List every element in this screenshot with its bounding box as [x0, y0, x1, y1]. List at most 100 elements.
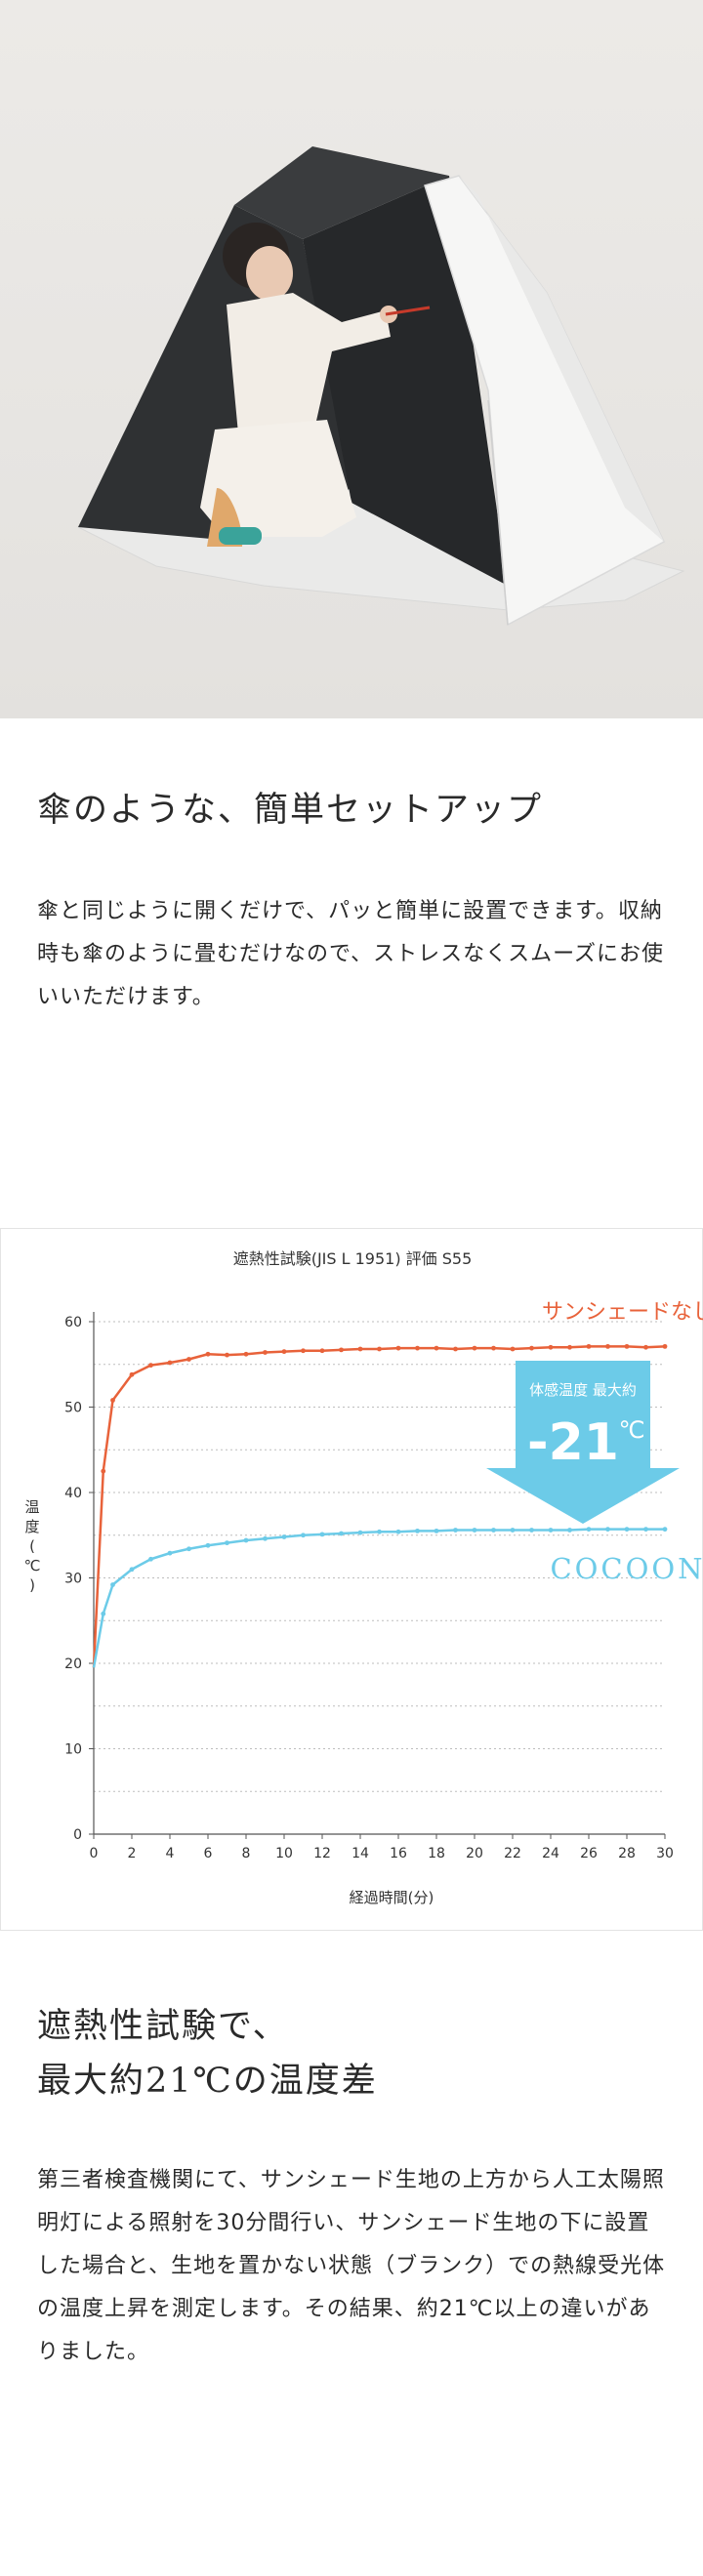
data-point: [643, 1527, 648, 1533]
data-point: [281, 1349, 287, 1355]
x-axis-label: 経過時間(分): [350, 1889, 434, 1906]
x-tick-label: 24: [542, 1846, 559, 1861]
data-point: [624, 1527, 630, 1533]
data-point: [415, 1528, 420, 1533]
data-point: [377, 1346, 382, 1352]
data-point: [472, 1345, 477, 1351]
x-tick-label: 28: [618, 1846, 636, 1861]
data-point: [453, 1346, 458, 1352]
x-tick-label: 30: [656, 1846, 674, 1861]
data-point: [434, 1528, 439, 1533]
x-tick-label: 16: [390, 1846, 407, 1861]
data-point: [101, 1468, 106, 1474]
section2-body: 第三者検査機関にて、サンシェード生地の上方から人工太陽照明灯による照射を30分間…: [37, 2168, 666, 2364]
x-tick-label: 18: [428, 1846, 445, 1861]
tent-illustration: [76, 146, 685, 627]
data-point: [395, 1529, 401, 1534]
chart-series: [92, 1343, 668, 1668]
x-tick-label: 12: [313, 1846, 331, 1861]
data-point: [662, 1343, 668, 1349]
y-tick-label: 20: [64, 1656, 82, 1672]
data-point: [548, 1344, 554, 1350]
data-point: [453, 1528, 458, 1533]
person: [200, 223, 397, 547]
data-point: [243, 1351, 249, 1357]
data-point: [186, 1546, 191, 1552]
x-tick-label: 4: [166, 1846, 175, 1861]
data-point: [301, 1348, 306, 1354]
down-arrow-icon: [486, 1361, 680, 1524]
y-tick-label: 50: [64, 1401, 82, 1416]
arrow-label: 体感温度 最大約: [529, 1381, 637, 1399]
x-tick-label: 20: [466, 1846, 483, 1861]
data-point: [225, 1352, 229, 1358]
data-point: [339, 1347, 344, 1353]
chart-title: 遮熱性試験(JIS L 1951) 評価 S55: [233, 1249, 473, 1268]
data-point: [319, 1532, 325, 1537]
tent-top: [234, 146, 449, 239]
data-point: [567, 1528, 572, 1533]
data-point: [377, 1529, 382, 1534]
data-point: [643, 1344, 648, 1350]
data-point: [148, 1556, 153, 1562]
data-point: [263, 1535, 268, 1541]
data-point: [605, 1527, 610, 1533]
section1-heading: 傘のような、簡単セットアップ: [37, 791, 544, 830]
data-point: [167, 1550, 173, 1556]
data-point: [301, 1533, 306, 1538]
data-point: [510, 1346, 516, 1352]
x-tick-label: 22: [504, 1846, 521, 1861]
tent-white-shade: [459, 176, 664, 542]
x-tick-label: 2: [128, 1846, 137, 1861]
x-tick-label: 14: [352, 1846, 369, 1861]
data-point: [357, 1346, 363, 1352]
data-point: [339, 1531, 344, 1536]
data-point: [101, 1611, 106, 1616]
x-tick-label: 10: [275, 1846, 293, 1861]
data-point: [586, 1343, 592, 1349]
series-line-1: [92, 1528, 665, 1668]
data-point: [624, 1343, 630, 1349]
data-point: [548, 1528, 554, 1533]
data-point: [281, 1534, 287, 1539]
data-point: [529, 1528, 534, 1533]
y-tick-label: 40: [64, 1486, 82, 1501]
x-tick-label: 6: [204, 1846, 213, 1861]
data-point: [472, 1528, 477, 1533]
hero-photo: [0, 0, 703, 718]
data-point: [205, 1351, 211, 1357]
temperature-diff-arrow: 体感温度 最大約 -21 ℃: [486, 1361, 680, 1524]
data-point: [110, 1398, 115, 1403]
data-point: [605, 1343, 610, 1349]
x-tick-label: 26: [580, 1846, 598, 1861]
data-point: [110, 1582, 115, 1587]
data-point: [129, 1567, 135, 1573]
chart-legend: サンシェードなし COCOON: [542, 1300, 703, 1585]
section1-body: 傘と同じように開くだけで、パッと簡単に設置できます。収納時も傘のように畳むだけな…: [37, 899, 665, 1009]
data-point: [205, 1542, 211, 1548]
data-point: [319, 1348, 325, 1354]
data-point: [243, 1537, 249, 1543]
data-point: [263, 1350, 268, 1355]
y-tick-label: 10: [64, 1742, 82, 1758]
y-axis-label: 温度(℃): [24, 1498, 41, 1594]
data-point: [357, 1530, 363, 1535]
data-point: [529, 1345, 534, 1351]
data-point: [567, 1344, 572, 1350]
y-tick-label: 60: [64, 1315, 82, 1330]
data-point: [415, 1345, 420, 1351]
series-line-0: [92, 1345, 666, 1668]
section2-heading: 遮熱性試験で、 最大約21℃の温度差: [37, 2007, 378, 2101]
data-point: [148, 1363, 153, 1369]
chart-svg: 遮熱性試験(JIS L 1951) 評価 S55 0 10 20 30 40 50 60 0 2…: [24, 1249, 703, 1906]
y-tick-label: 0: [73, 1827, 82, 1843]
data-point: [186, 1357, 191, 1362]
data-point: [434, 1345, 439, 1351]
arrow-unit: ℃: [619, 1416, 645, 1444]
heat-test-chart: 遮熱性試験(JIS L 1951) 評価 S55 0 10 20 30 40 50 60 0 2…: [0, 1228, 703, 1931]
data-point: [586, 1527, 592, 1533]
data-point: [129, 1371, 135, 1377]
data-point: [395, 1345, 401, 1351]
arrow-value: -21: [527, 1413, 619, 1472]
data-point: [167, 1360, 173, 1366]
